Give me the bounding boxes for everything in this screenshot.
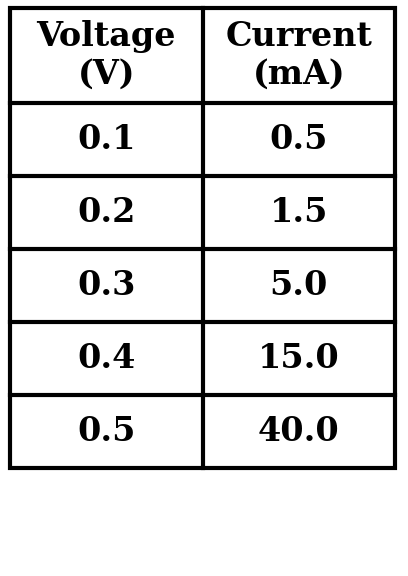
Text: 0.3: 0.3 [77, 269, 135, 302]
Text: 15.0: 15.0 [258, 342, 339, 375]
Text: Current
(mA): Current (mA) [225, 20, 372, 91]
Text: 40.0: 40.0 [258, 415, 339, 448]
Text: 0.4: 0.4 [77, 342, 135, 375]
Bar [10, 8, 395, 468]
Text: 0.1: 0.1 [77, 123, 135, 156]
Text: 5.0: 5.0 [270, 269, 328, 302]
Text: 0.2: 0.2 [77, 196, 135, 229]
Bar [10, 8, 395, 468]
Text: Voltage
(V): Voltage (V) [36, 20, 176, 91]
Text: 1.5: 1.5 [270, 196, 328, 229]
Text: 0.5: 0.5 [77, 415, 135, 448]
Text: 0.5: 0.5 [270, 123, 328, 156]
